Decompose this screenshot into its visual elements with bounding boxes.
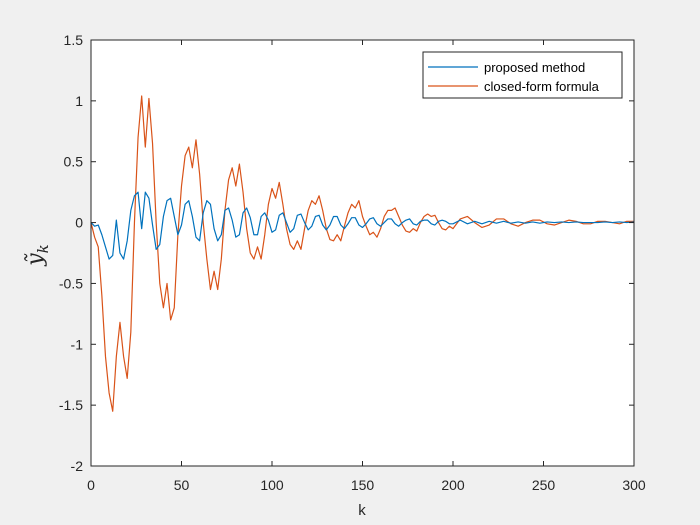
x-axis-label: k	[358, 502, 366, 519]
y-tick-label: 1.5	[64, 32, 84, 48]
y-axis-label: ỹk	[23, 244, 52, 267]
y-tick-label: 1	[75, 93, 83, 109]
x-tick-label: 150	[351, 477, 375, 493]
plot-area	[91, 40, 634, 466]
series-layer	[90, 95, 635, 412]
y-tick-label: -1.5	[59, 397, 83, 413]
legend-label-proposed-method: proposed method	[484, 60, 585, 75]
y-tick-label: -1	[71, 336, 84, 352]
legend: proposed method closed-form formula	[422, 51, 623, 99]
legend-label-closed-form-formula: closed-form formula	[484, 79, 600, 94]
x-tick-label: 100	[260, 477, 284, 493]
y-axis-label-subscript: k	[34, 244, 52, 253]
y-ticks: -2 -1.5 -1 -0.5 0 0.5 1 1.5	[59, 32, 634, 474]
series-line-proposed-method	[90, 191, 635, 260]
x-tick-label: 0	[87, 477, 95, 493]
y-tick-label: -2	[71, 458, 84, 474]
y-tick-label: 0	[75, 215, 83, 231]
x-tick-label: 50	[174, 477, 190, 493]
x-tick-label: 250	[532, 477, 556, 493]
legend-box	[422, 51, 623, 99]
y-tick-label: 0.5	[64, 154, 84, 170]
series-line-closed-form-formula	[90, 95, 634, 412]
y-axis-label-main: ỹ	[23, 253, 48, 267]
svg-text:ỹk: ỹk	[23, 244, 52, 267]
x-tick-label: 300	[622, 477, 646, 493]
x-tick-label: 200	[441, 477, 465, 493]
axes-box	[90, 39, 635, 467]
y-tick-label: -0.5	[59, 275, 83, 291]
